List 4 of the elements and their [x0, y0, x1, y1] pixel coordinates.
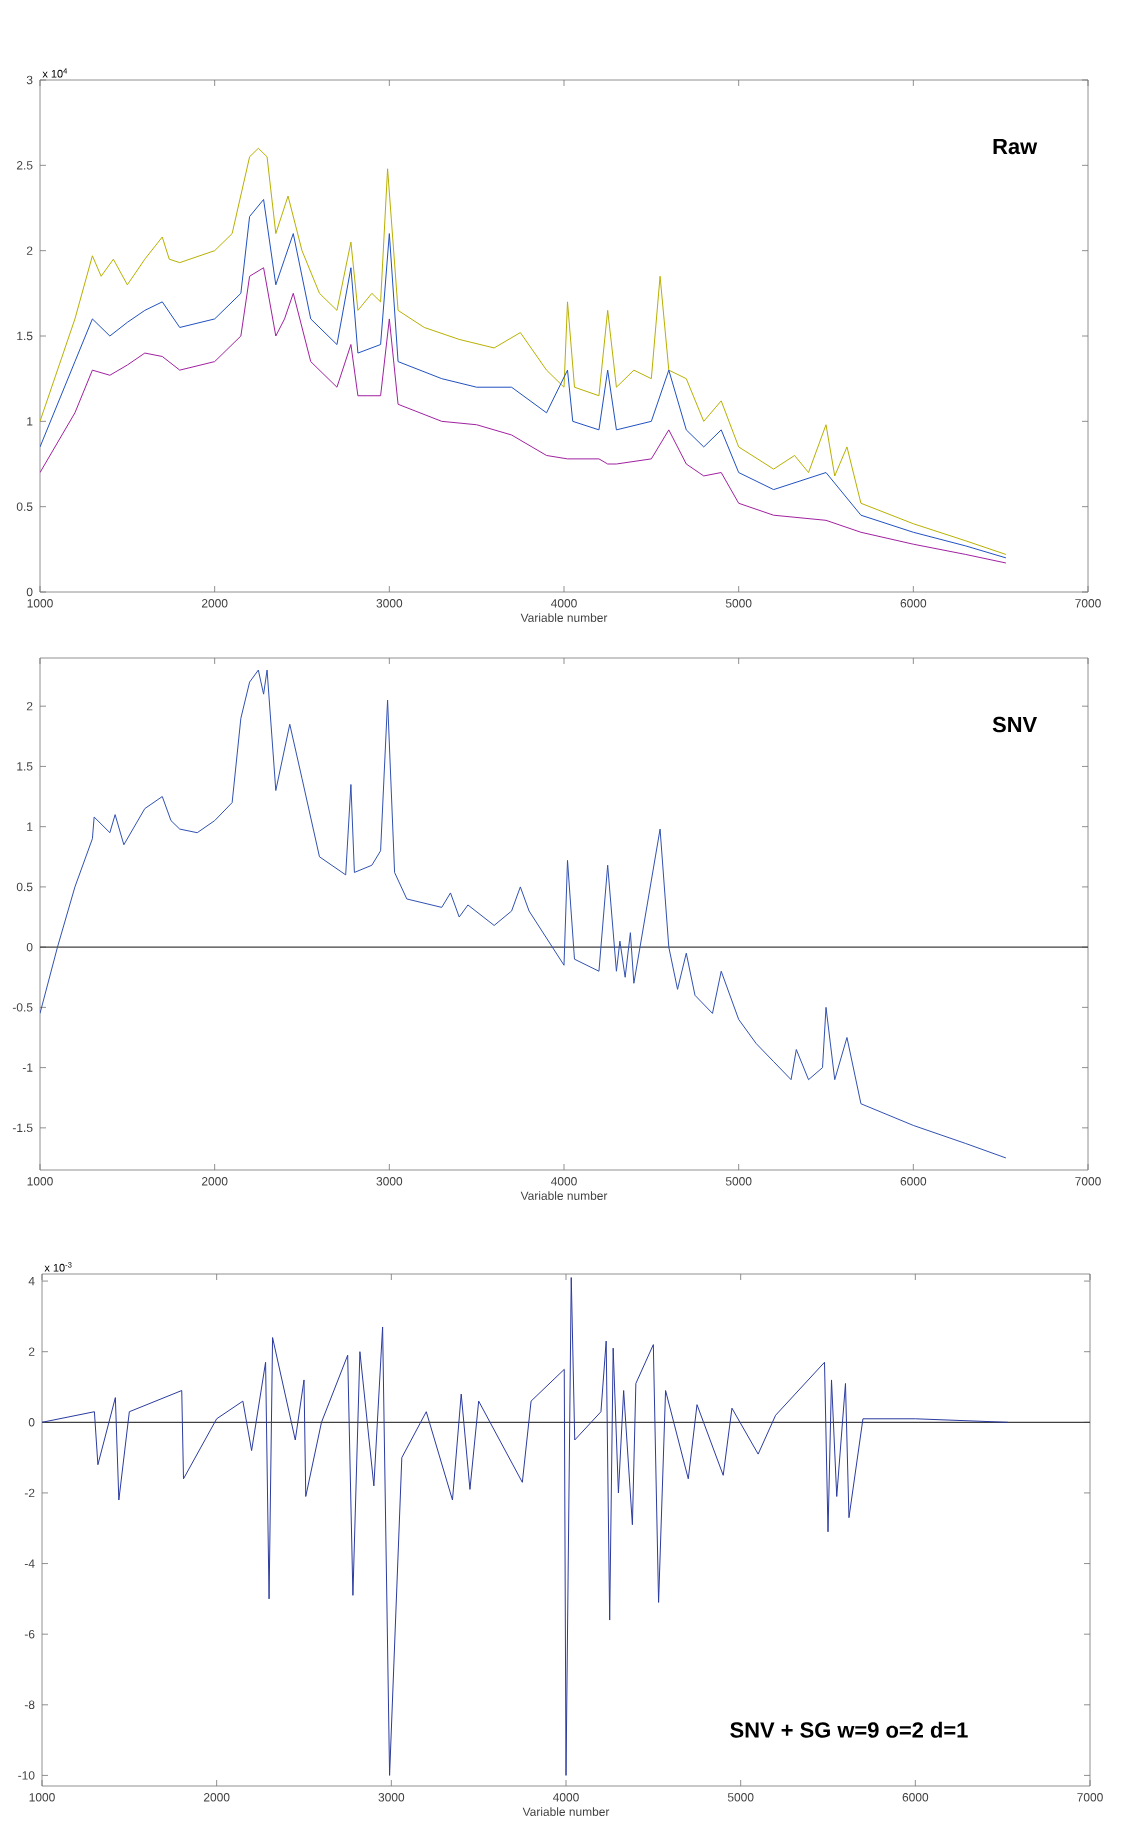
annotation: Raw: [993, 138, 1038, 155]
annotation: SNV: [992, 716, 1038, 733]
line-series: [42, 1277, 1009, 1776]
annotation: SNV + SG w=9 o=2 d=1: [730, 1721, 968, 1738]
